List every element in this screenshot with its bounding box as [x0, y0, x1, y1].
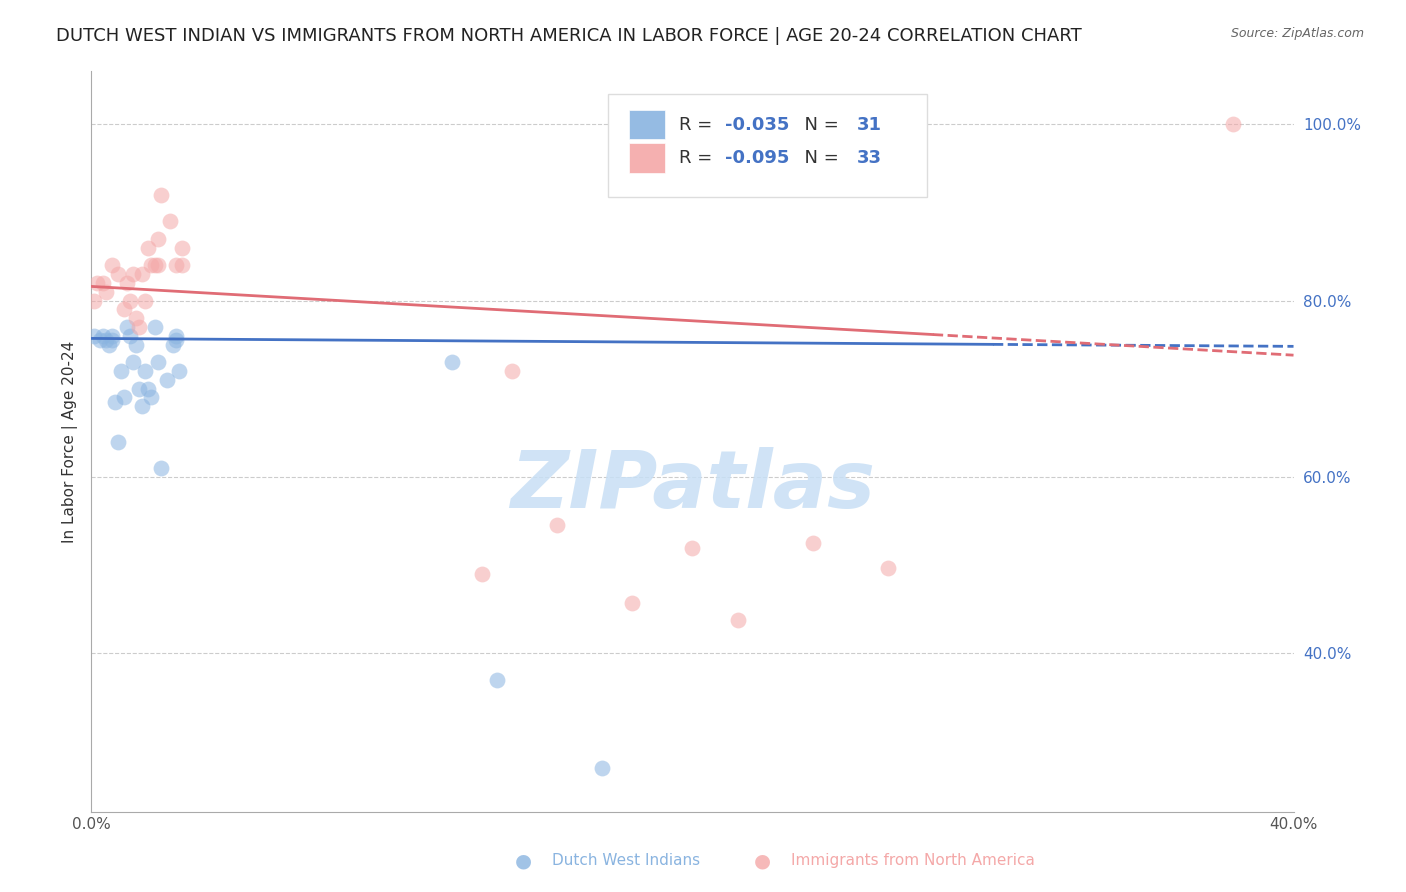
Point [440, 355, 463, 369]
Text: ●: ● [515, 851, 533, 871]
Point [165, 258, 187, 272]
Text: -0.095: -0.095 [725, 149, 789, 167]
Text: Immigrants from North America: Immigrants from North America [790, 854, 1035, 868]
Point [101, 333, 124, 347]
FancyBboxPatch shape [628, 144, 665, 173]
Text: R =: R = [679, 149, 718, 167]
Point [149, 461, 172, 475]
Y-axis label: In Labor Force | Age 20-24: In Labor Force | Age 20-24 [62, 341, 77, 542]
Point [486, 673, 509, 687]
Point [120, 293, 142, 308]
Point [159, 214, 181, 228]
Point [621, 596, 644, 610]
Point [876, 560, 898, 574]
Point [138, 382, 160, 396]
Point [104, 395, 127, 409]
Point [162, 337, 184, 351]
Text: ZIPatlas: ZIPatlas [510, 447, 875, 525]
Point [128, 320, 150, 334]
Point [165, 333, 187, 347]
Point [138, 241, 160, 255]
Text: -0.035: -0.035 [725, 116, 789, 134]
Text: 31: 31 [858, 116, 882, 134]
Point [146, 232, 169, 246]
Point [170, 258, 193, 272]
Point [86, 276, 108, 290]
Point [128, 382, 150, 396]
Point [131, 399, 153, 413]
Point [1222, 117, 1244, 131]
Point [143, 320, 166, 334]
Point [146, 258, 169, 272]
Point [134, 293, 156, 308]
Point [122, 267, 145, 281]
Point [107, 267, 129, 281]
FancyBboxPatch shape [628, 110, 665, 139]
Point [93, 276, 115, 290]
Point [114, 391, 136, 405]
Point [141, 258, 163, 272]
Text: N =: N = [793, 149, 845, 167]
Point [591, 761, 613, 775]
Point [125, 337, 148, 351]
Point [134, 364, 156, 378]
Point [117, 320, 139, 334]
Point [110, 364, 132, 378]
Text: R =: R = [679, 116, 718, 134]
Text: Dutch West Indians: Dutch West Indians [551, 854, 700, 868]
Point [120, 328, 142, 343]
Point [83, 293, 105, 308]
Point [98, 337, 121, 351]
Point [96, 333, 118, 347]
Point [101, 328, 124, 343]
Point [149, 187, 172, 202]
Point [107, 434, 129, 449]
Point [101, 258, 124, 272]
Text: Source: ZipAtlas.com: Source: ZipAtlas.com [1230, 27, 1364, 40]
Point [727, 614, 749, 628]
Point [471, 566, 494, 581]
Text: 33: 33 [858, 149, 882, 167]
Point [143, 258, 166, 272]
Point [122, 355, 145, 369]
Point [501, 364, 523, 378]
Point [546, 518, 568, 533]
Text: N =: N = [793, 116, 845, 134]
Point [93, 328, 115, 343]
Point [114, 302, 136, 317]
Point [89, 333, 111, 347]
Point [165, 328, 187, 343]
Point [155, 373, 177, 387]
Text: DUTCH WEST INDIAN VS IMMIGRANTS FROM NORTH AMERICA IN LABOR FORCE | AGE 20-24 CO: DUTCH WEST INDIAN VS IMMIGRANTS FROM NOR… [56, 27, 1083, 45]
Point [141, 391, 163, 405]
Point [117, 276, 139, 290]
FancyBboxPatch shape [609, 94, 927, 197]
Point [681, 541, 703, 556]
Point [83, 328, 105, 343]
Point [146, 355, 169, 369]
Point [96, 285, 118, 299]
Text: ●: ● [754, 851, 772, 871]
Point [167, 364, 190, 378]
Point [170, 241, 193, 255]
Point [801, 536, 824, 550]
Point [125, 311, 148, 326]
Point [131, 267, 153, 281]
